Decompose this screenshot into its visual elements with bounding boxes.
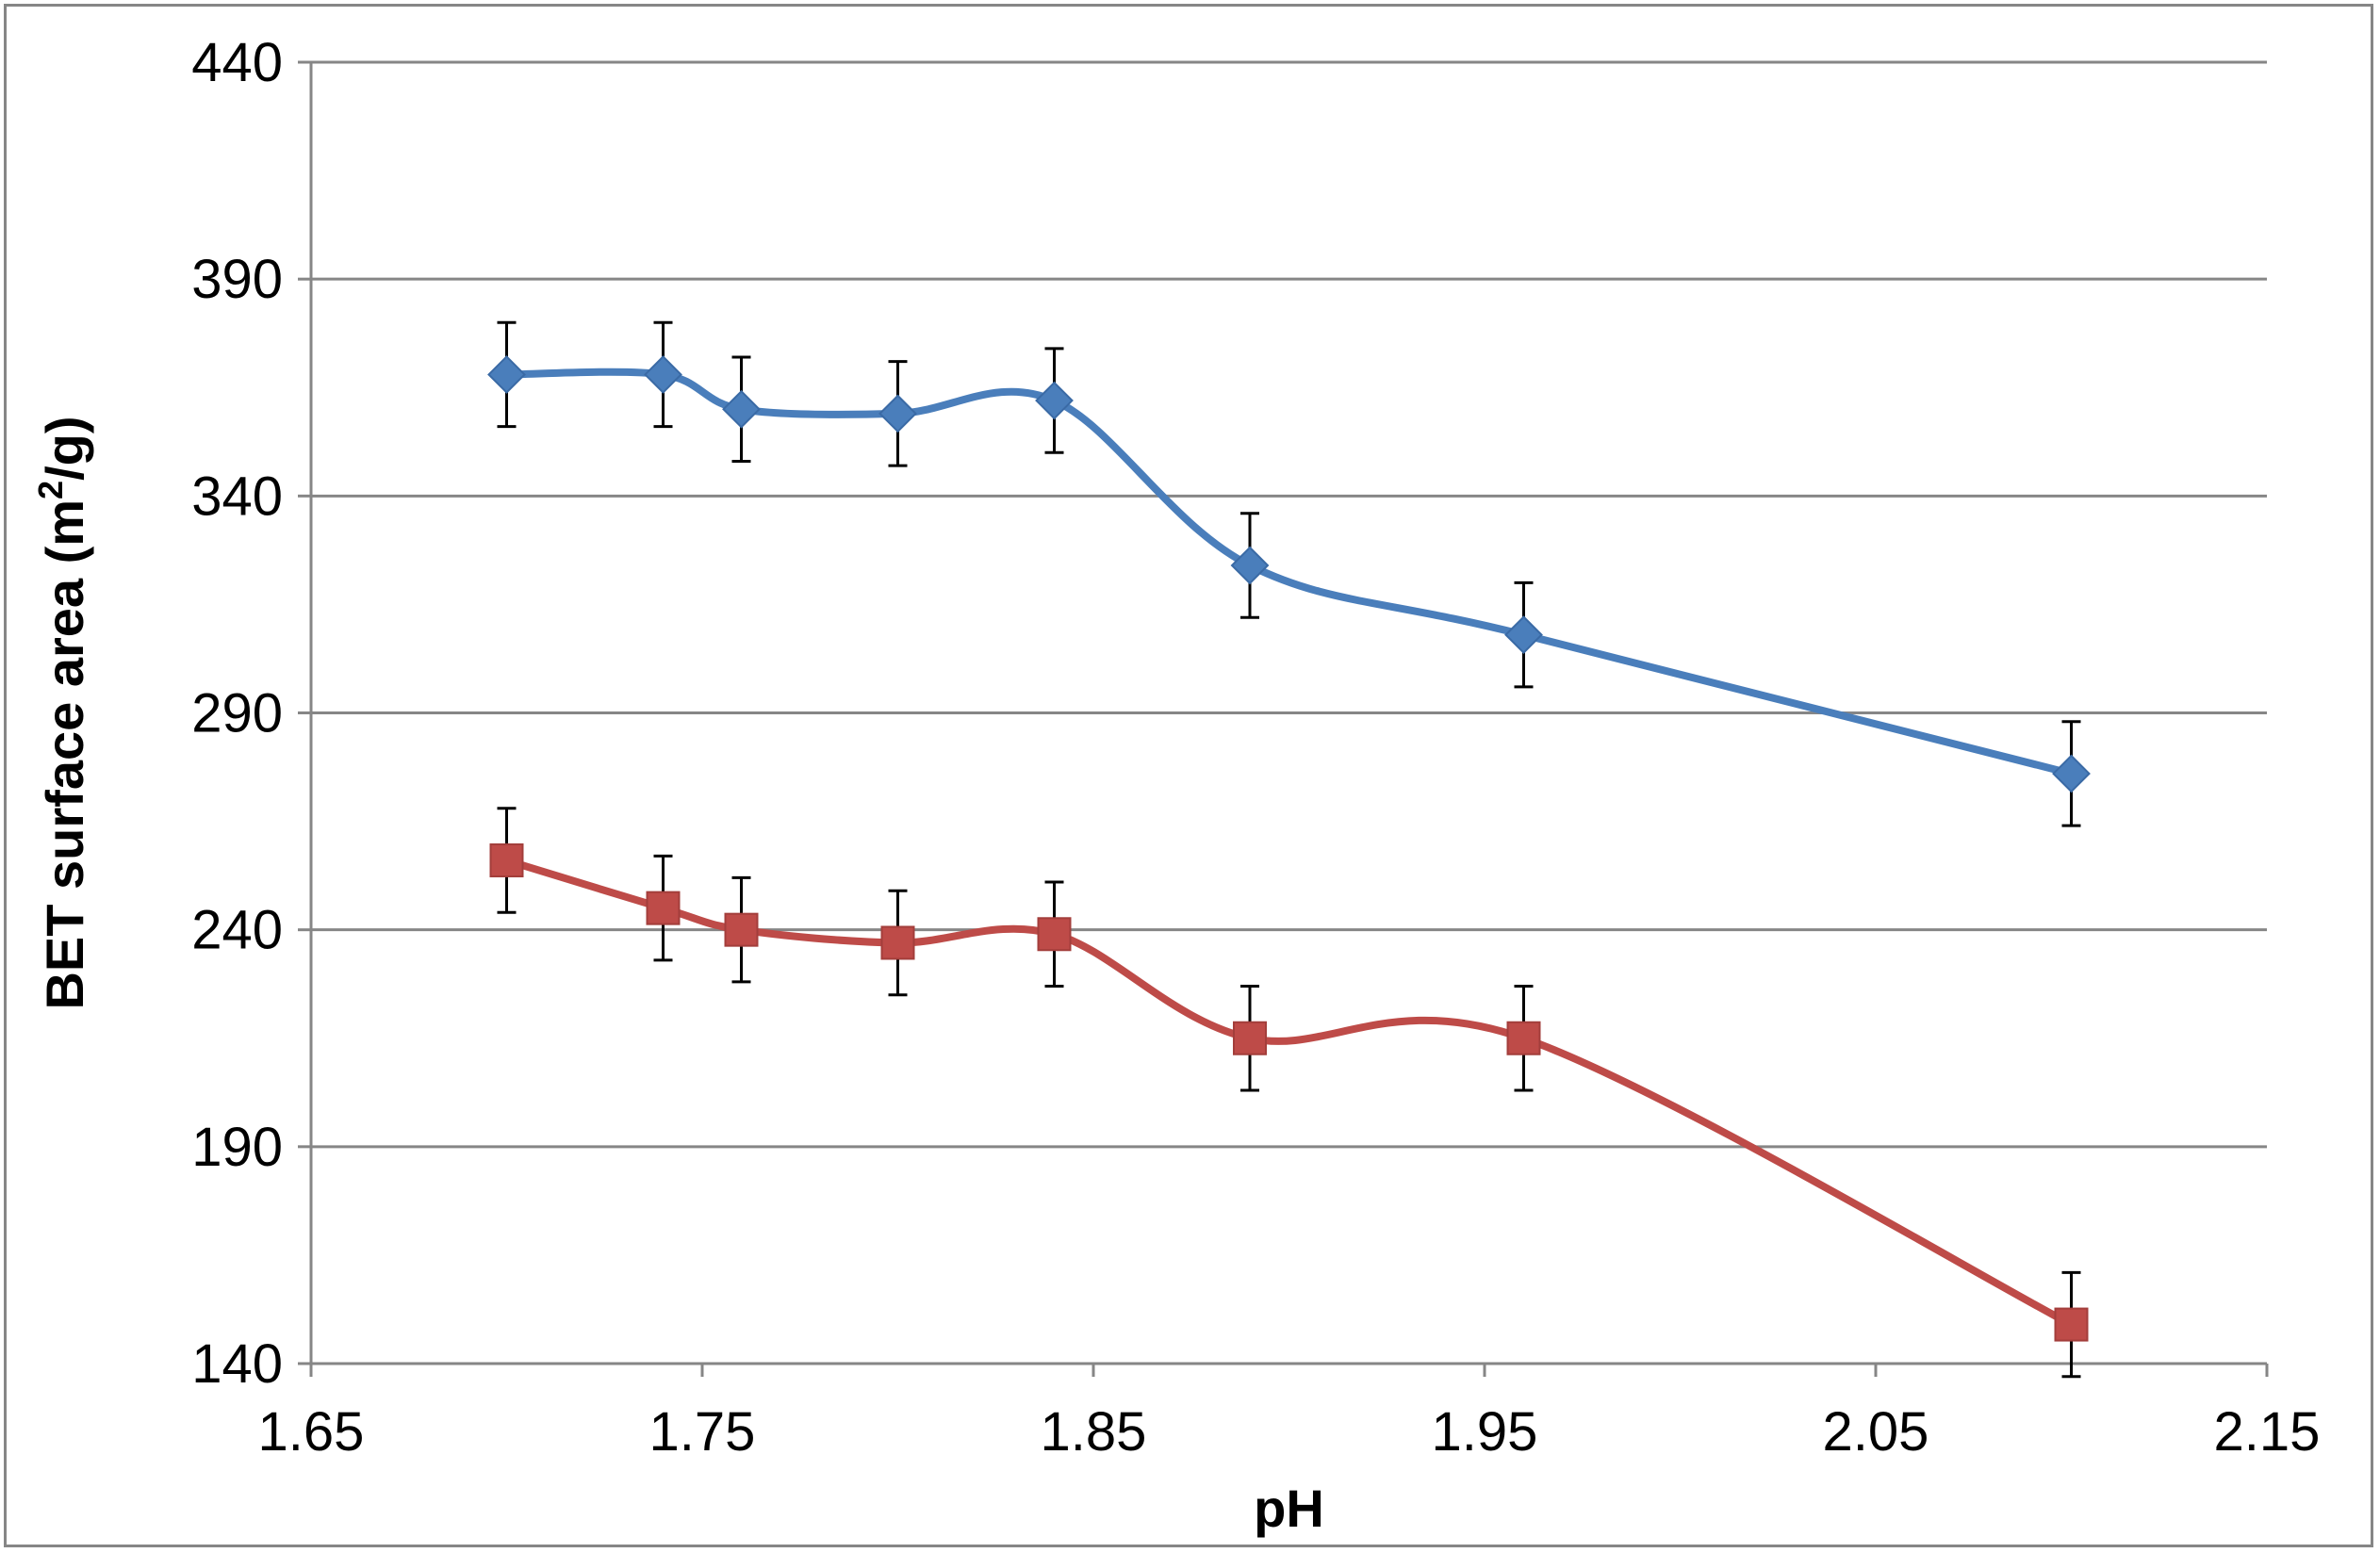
- y-tick-label-5: 390: [191, 249, 283, 310]
- x-tick-label-1: 1.75: [649, 1401, 756, 1463]
- x-tick-label-2: 1.85: [1041, 1401, 1147, 1463]
- series-2: [489, 807, 2089, 1379]
- y-axis-title-tail: /g): [35, 416, 94, 480]
- series-2-point-1: [489, 843, 524, 878]
- y-tick-label-2: 240: [191, 900, 283, 961]
- x-tick-label-4: 2.05: [1823, 1401, 1929, 1463]
- series-2-point-3: [724, 912, 759, 947]
- chart-frame: [4, 4, 2373, 1547]
- tick-labels: 140 190 240 290 340 390 440 1.65 1.75 1.85 1.95 2.0…: [191, 32, 2320, 1463]
- series-layer: [487, 320, 2091, 1379]
- y-tick-label-4: 340: [191, 466, 283, 527]
- gridlines: [311, 60, 2267, 1149]
- y-axis-title: BET surface area (m2/g): [31, 416, 94, 1009]
- axes: [298, 60, 2269, 1377]
- series-2-point-6: [1233, 1021, 1267, 1055]
- series-1-line: [506, 368, 2073, 777]
- series-1-point-1: [487, 355, 526, 394]
- series-2-point-7: [1506, 1021, 1541, 1055]
- series-1-point-6: [1230, 546, 1270, 585]
- y-axis-title-main: BET surface area (m: [35, 499, 94, 1010]
- x-axis-title: pH: [1254, 1479, 1324, 1538]
- series-1-point-5: [1035, 381, 1074, 420]
- y-tick-label-3: 290: [191, 683, 283, 744]
- series-1: [487, 320, 2091, 827]
- series-1-point-7: [1504, 615, 1543, 655]
- series-1-point-3: [722, 389, 761, 429]
- y-axis-title-superscript: 2: [31, 481, 70, 499]
- x-tick-label-5: 2.15: [2214, 1401, 2321, 1463]
- x-tick-label-0: 1.65: [258, 1401, 365, 1463]
- series-2-line: [505, 857, 2074, 1329]
- series-1-point-2: [644, 355, 682, 394]
- series-2-point-5: [1037, 917, 1072, 952]
- series-1-point-4: [878, 394, 917, 433]
- y-tick-label-6: 440: [191, 32, 283, 93]
- series-2-point-4: [880, 925, 915, 960]
- series-2-point-2: [646, 891, 681, 925]
- y-tick-label-1: 190: [191, 1117, 283, 1178]
- y-tick-label-0: 140: [191, 1333, 283, 1395]
- x-tick-label-3: 1.95: [1432, 1401, 1538, 1463]
- series-1-point-8: [2052, 754, 2091, 793]
- series-2-point-8: [2054, 1307, 2089, 1342]
